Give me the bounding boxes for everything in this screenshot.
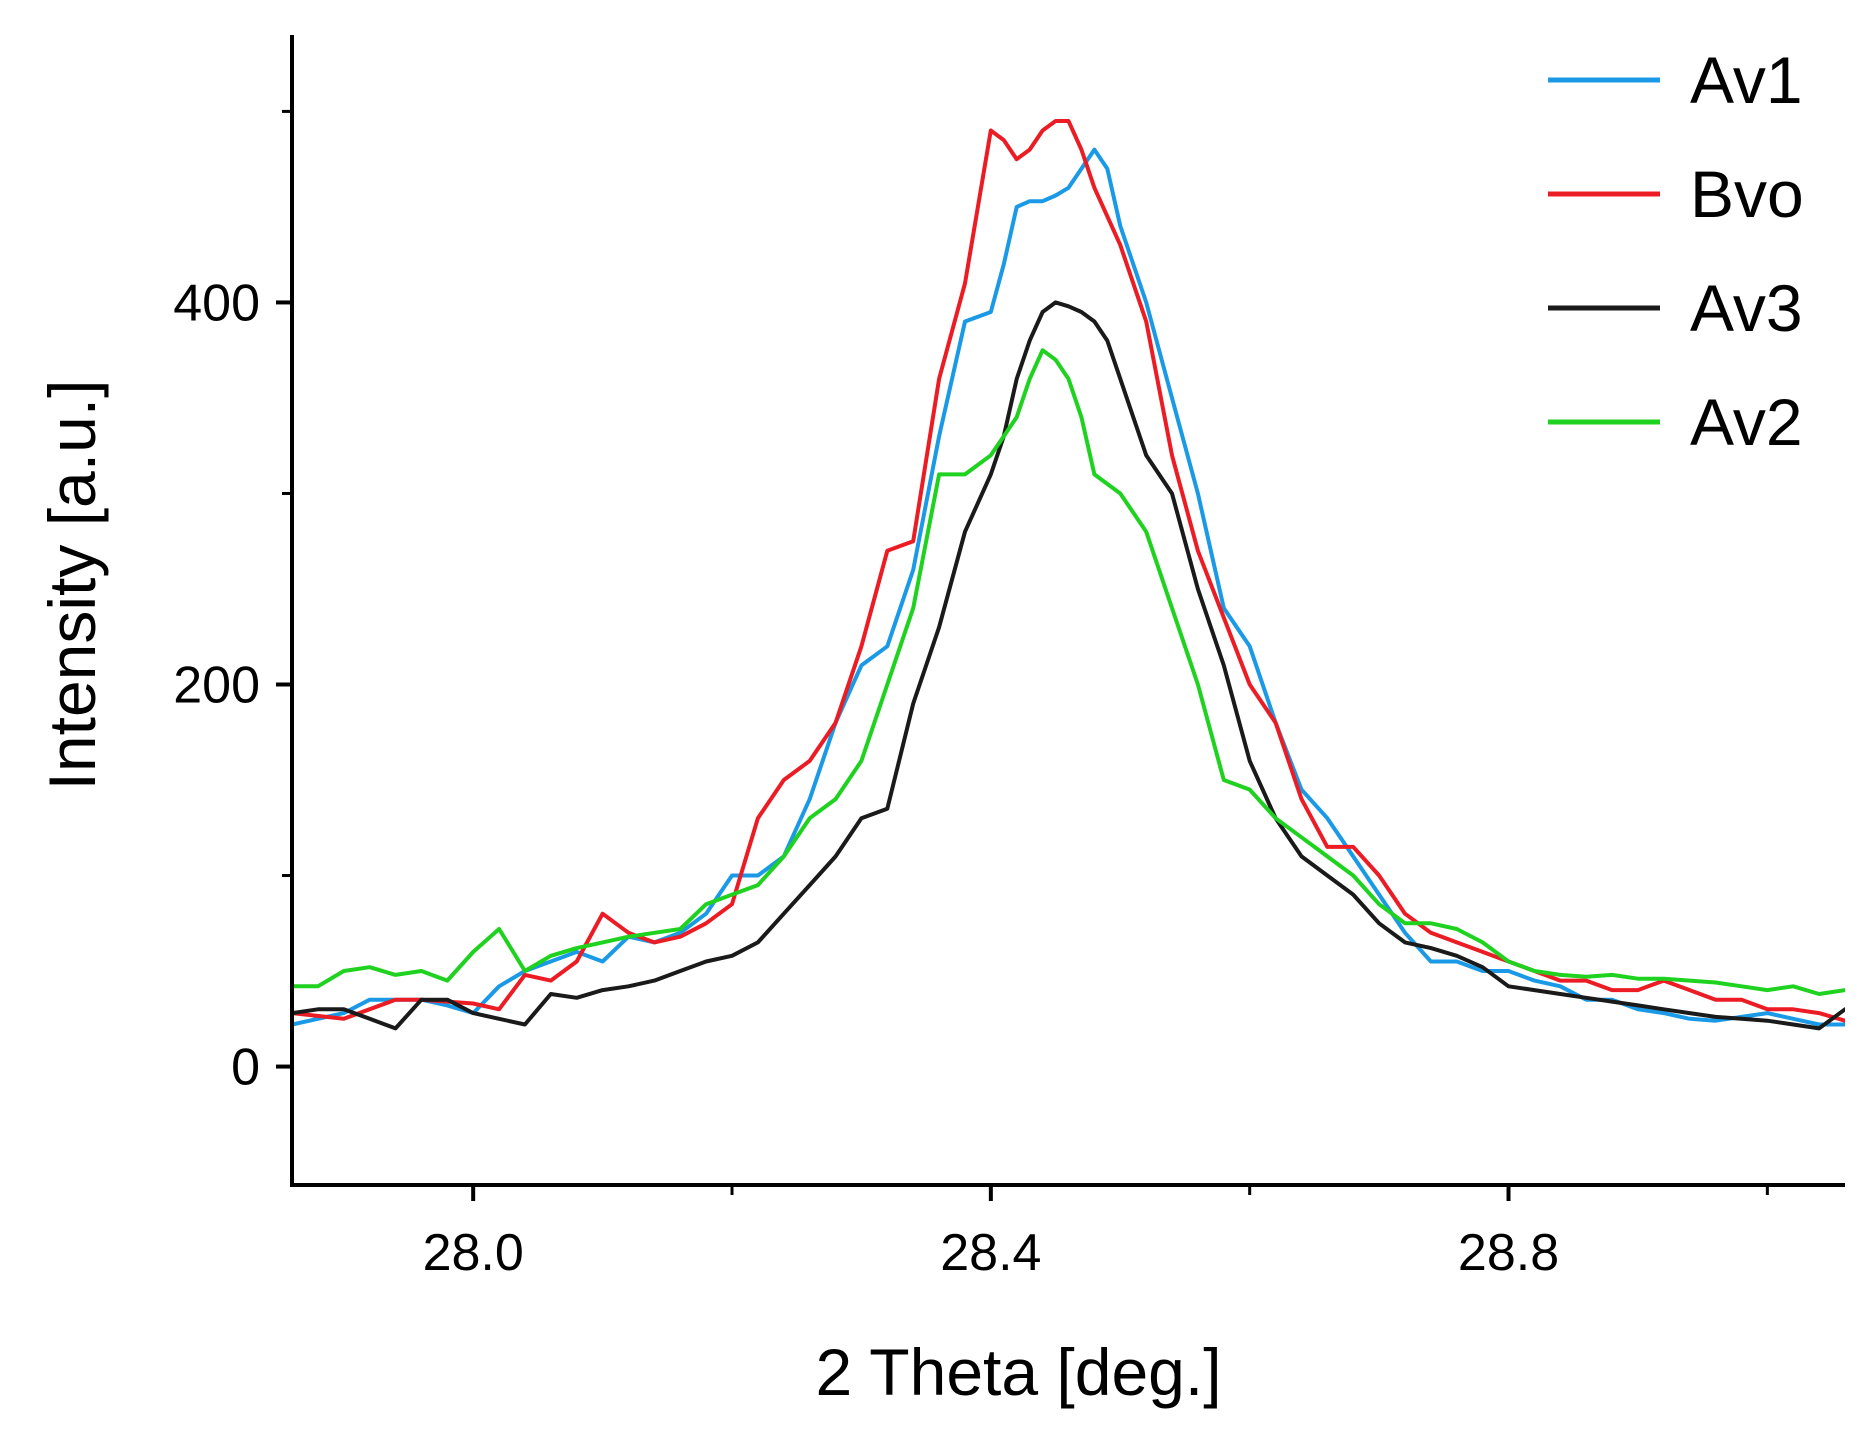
x-tick-label: 28.4 (940, 1224, 1041, 1282)
y-axis-title: Intensity [a.u.] (35, 380, 109, 791)
y-tick-label: 400 (173, 274, 260, 332)
legend-label-av1: Av1 (1690, 43, 1803, 117)
legend-label-av3: Av3 (1690, 271, 1803, 345)
series-line-av3 (292, 300, 1845, 1031)
series-layer (292, 119, 1845, 1031)
series-line-av1 (292, 147, 1845, 1027)
y-tick-label: 0 (231, 1039, 260, 1097)
x-axis-title: 2 Theta [deg.] (815, 1335, 1221, 1409)
legend: Av1 Bvo Av3 Av2 (1548, 43, 1804, 459)
legend-label-bvo: Bvo (1690, 157, 1804, 231)
ticks-layer: 28.0 28.4 28.8 0 200 400 (173, 109, 1769, 1282)
legend-label-av2: Av2 (1690, 385, 1803, 459)
x-tick-label: 28.0 (423, 1224, 524, 1282)
x-tick-label: 28.8 (1458, 1224, 1559, 1282)
series-line-bvo (292, 119, 1845, 1023)
axes-layer (290, 35, 1845, 1187)
y-tick-label: 200 (173, 657, 260, 715)
series-line-av2 (292, 348, 1845, 996)
